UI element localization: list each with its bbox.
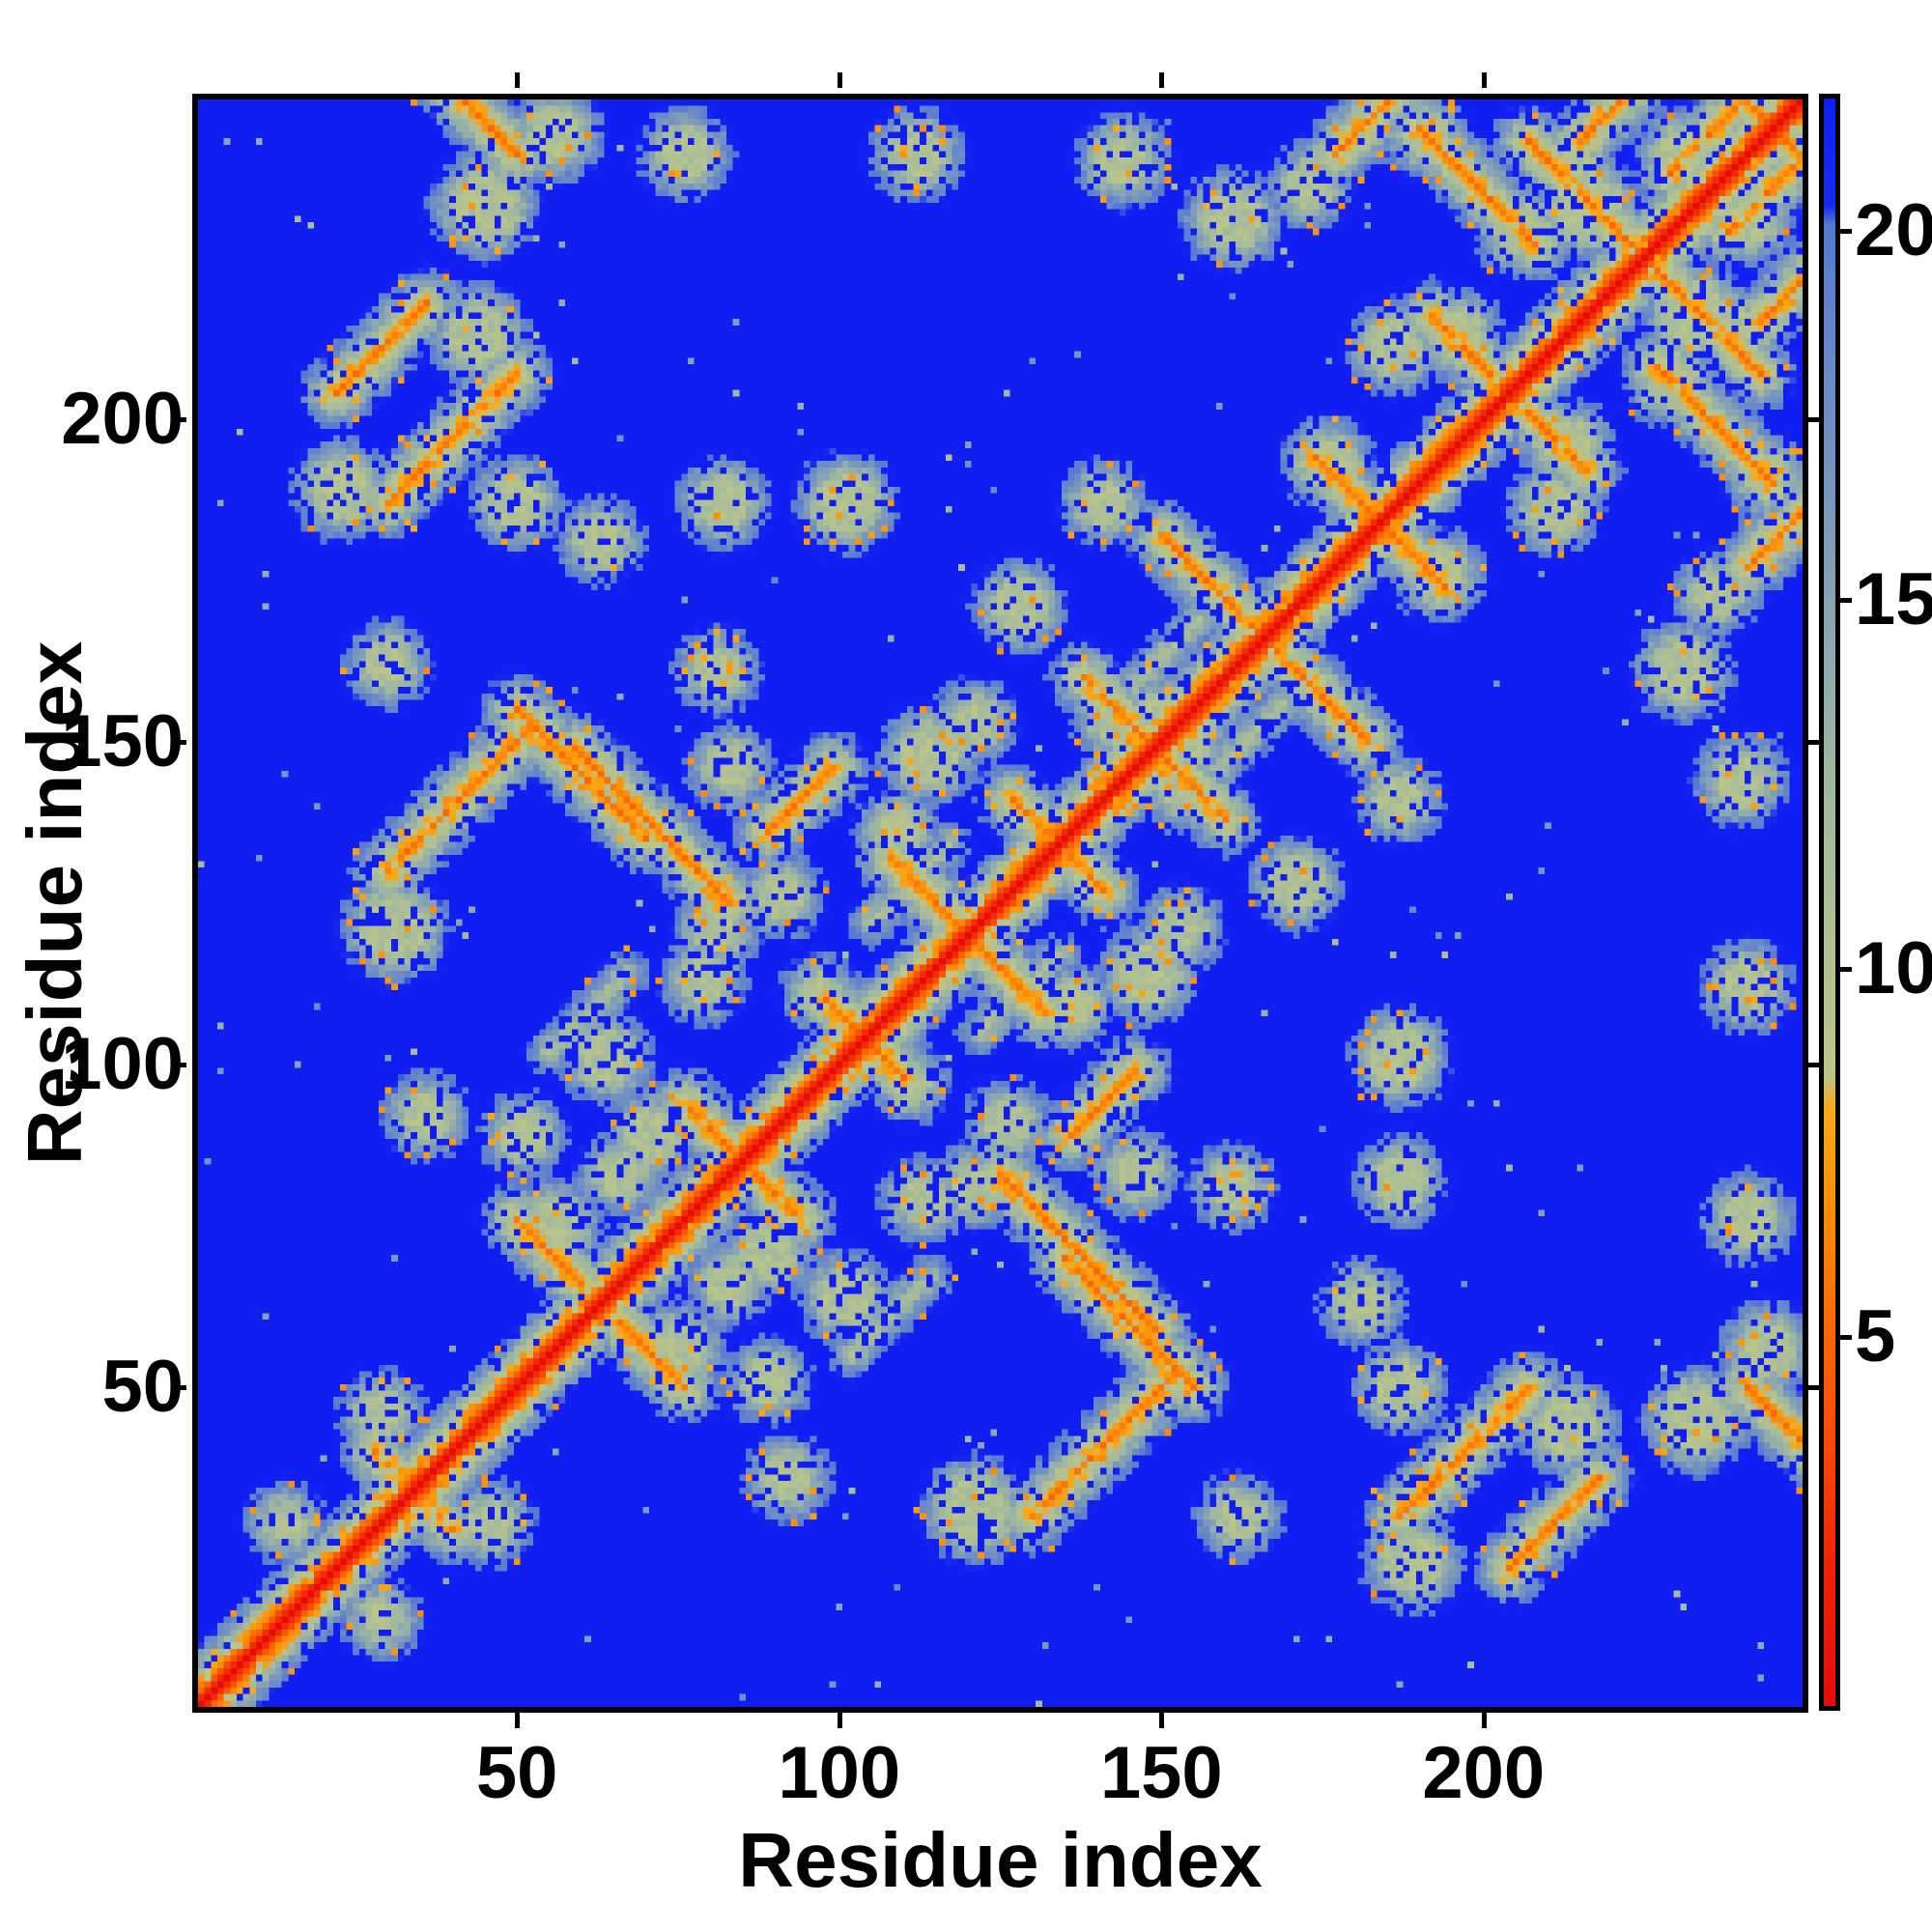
colorbar-tick-mark bbox=[1840, 229, 1852, 235]
x-tick-label: 100 bbox=[778, 1732, 901, 1814]
y-tick-label: 50 bbox=[101, 1346, 184, 1429]
y-tick-mark-right bbox=[1808, 1063, 1824, 1068]
x-tick-label: 150 bbox=[1099, 1732, 1223, 1814]
colorbar-tick-mark bbox=[1840, 966, 1852, 972]
x-tick-label: 50 bbox=[475, 1732, 558, 1814]
x-tick-mark-top bbox=[515, 72, 521, 88]
x-tick-label: 200 bbox=[1422, 1732, 1546, 1814]
colorbar-tick-mark bbox=[1840, 598, 1852, 604]
colorbar-tick-label: 15 bbox=[1855, 558, 1932, 641]
y-tick-mark bbox=[171, 1385, 186, 1391]
colorbar-tick-label: 20 bbox=[1855, 189, 1932, 272]
y-tick-mark bbox=[171, 739, 186, 745]
y-tick-label: 200 bbox=[61, 377, 184, 460]
colorbar-gradient-canvas bbox=[1824, 99, 1835, 1706]
x-tick-mark bbox=[1481, 1713, 1487, 1728]
x-tick-mark bbox=[837, 1713, 842, 1728]
heatmap-canvas bbox=[198, 99, 1803, 1707]
y-tick-mark-right bbox=[1808, 739, 1824, 745]
plot-area bbox=[192, 94, 1808, 1713]
colorbar-tick-mark bbox=[1840, 1335, 1852, 1341]
x-tick-mark-top bbox=[837, 72, 842, 88]
y-tick-label: 100 bbox=[61, 1023, 184, 1106]
x-tick-mark bbox=[1159, 1713, 1165, 1728]
y-tick-mark bbox=[171, 1063, 186, 1068]
x-axis-title: Residue index bbox=[738, 1817, 1263, 1903]
y-tick-mark-right bbox=[1808, 1385, 1824, 1391]
y-tick-mark-right bbox=[1808, 416, 1824, 422]
y-tick-label: 150 bbox=[61, 699, 184, 782]
colorbar-tick-label: 5 bbox=[1855, 1295, 1896, 1378]
x-tick-mark bbox=[515, 1713, 521, 1728]
colorbar-tick-label: 10 bbox=[1855, 926, 1932, 1009]
colorbar bbox=[1819, 94, 1840, 1711]
y-tick-mark bbox=[171, 416, 186, 422]
x-tick-mark-top bbox=[1159, 72, 1165, 88]
x-tick-mark-top bbox=[1481, 72, 1487, 88]
